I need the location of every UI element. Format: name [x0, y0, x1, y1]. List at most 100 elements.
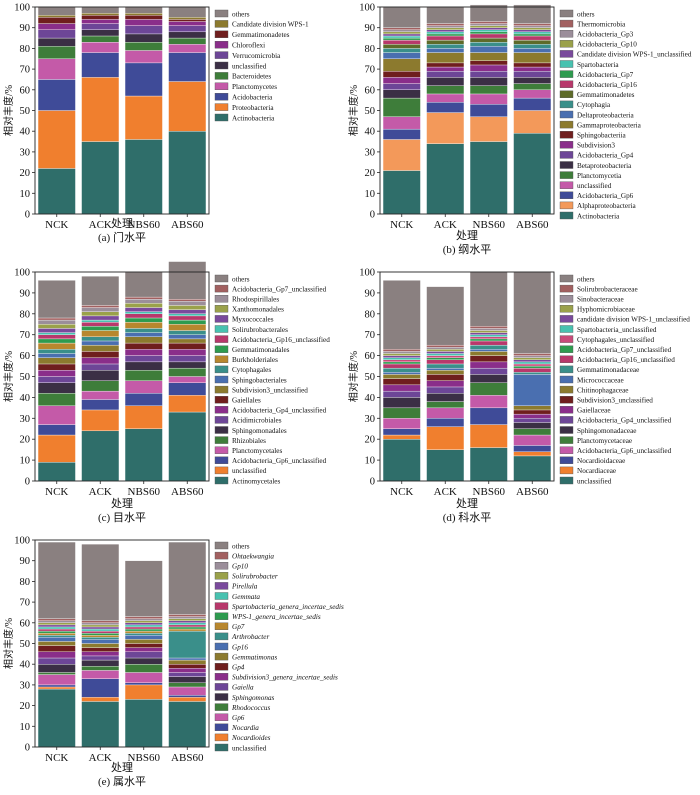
bar-segment-nbs60-verrucomicrobia [124, 25, 163, 35]
bar-segment-abs60-candidate-division-wps-1-unclassified [513, 29, 552, 33]
y-tick-label: 80 [20, 309, 31, 320]
y-tick-label: 90 [20, 23, 31, 34]
legend-label: Acidobacteria [232, 94, 273, 102]
y-tick-label: 80 [365, 44, 376, 55]
bar-segment-nbs60-spartobacteria-genera-incertae-sedis [124, 626, 163, 630]
bar-segment-nbs60-gp4 [124, 643, 163, 648]
legend-label: others [232, 275, 250, 283]
legend-label: Proteobacteria [232, 104, 274, 112]
x-tick-label: ABS60 [516, 219, 549, 231]
bar-segment-ack-sphingobacteriales [81, 340, 120, 346]
bar-segment-nbs60-nocardiaceae [469, 424, 508, 448]
bar-segment-ack-nocardia [81, 678, 120, 698]
bar-segment-abs60-thermomicrobia [513, 23, 552, 26]
bars [382, 271, 552, 482]
chart-panel-4: 0 10 20 30 40 50 60 70 80 90 100 NCK ACK NBS60 ABS60 处理… [347, 268, 690, 525]
y-tick-label: 60 [365, 351, 376, 362]
bar-segment-ack-burkholderiales [81, 330, 120, 337]
legend-swatch [559, 50, 574, 58]
bar-segment-nck-alphaproteobacteria [382, 139, 421, 171]
bar-segment-abs60-acidobacteria [168, 52, 207, 82]
legend-label: Myxococcales [232, 316, 274, 324]
x-tick-label: NBS60 [128, 752, 161, 764]
bar-segment-nbs60-gemmatimonadetes [124, 15, 163, 20]
bar-segment-nck-nocardioides [37, 686, 76, 690]
bar-segment-ack-others [81, 276, 120, 306]
legend-swatch [559, 100, 574, 109]
bar-segment-abs60-candidate-division-wps-1 [168, 17, 207, 20]
legend-swatch [214, 476, 229, 485]
bar-segment-ack-actinobacteria [426, 143, 465, 215]
legend-label: Acidobacteria_Gp16_unclassified [232, 336, 330, 344]
legend-swatch [214, 436, 229, 444]
bar-segment-abs60-acidobacteria-gp4-unclassified [513, 418, 552, 423]
bar-segment-nbs60-others [124, 271, 163, 298]
bar-segment-abs60-nocardioides [168, 697, 207, 702]
bar-segment-ack-nocardiaceae [426, 426, 465, 450]
bar-segment-nbs60-chitinophagaceae [469, 351, 508, 356]
bar-segment-ack-gaiellales [81, 351, 120, 358]
legend-swatch [559, 466, 574, 475]
legend-swatch [559, 90, 574, 99]
bar-segment-nck-solirubrobacterales [37, 332, 76, 335]
bar-segment-nck-nocardiaceae [382, 434, 421, 440]
legend-swatch [559, 375, 574, 384]
bar-segment-abs60-spartobacteria-genera-incertae-sedis [168, 624, 207, 628]
bar-segment-abs60-gemmatimonadales [168, 319, 207, 325]
bar-segment-nck-proteobacteria [37, 110, 76, 169]
bar-segment-nbs60-subdivision3-unclassified [469, 355, 508, 363]
bar-segment-abs60-gemmatimonas [168, 659, 207, 665]
bar-segment-nbs60-gemmata [124, 624, 163, 628]
bar-segment-nck-others [37, 280, 76, 319]
bar-segment-nbs60-acidobacteria-gp3 [469, 23, 508, 26]
legend-swatch [559, 295, 574, 303]
legend-swatch [214, 416, 229, 424]
legend-swatch [214, 41, 229, 49]
legend-label: Sphingomonadaceae [577, 427, 636, 435]
bar-segment-nck-gemmata [37, 626, 76, 630]
y-tick-label: 20 [365, 168, 376, 179]
legend-swatch [559, 70, 574, 78]
bar-segment-nck-unclassified [382, 439, 421, 482]
bar-segment-abs60-solirubrobacteraceae [513, 353, 552, 356]
legend-label: Cytophagales_unclassified [577, 336, 654, 344]
legend-label: Gaiellales [232, 397, 261, 405]
legend-swatch [214, 446, 229, 454]
bar-segment-abs60-alphaproteobacteria [513, 110, 552, 134]
legend-swatch [214, 642, 229, 651]
bar-segment-nck-acidobacteria-gp6-unclassified [382, 418, 421, 429]
bar-segment-nck-unclassified [37, 434, 76, 463]
legend-label: Chloroflexi [232, 42, 265, 50]
bar-segment-ack-sphingobacteriia [426, 62, 465, 68]
bar-segment-nbs60-sphingobacteriia [469, 60, 508, 66]
bar-segment-nck-acidobacteria-gp16-unclassified [37, 334, 76, 340]
bar-segment-ack-solirubrobacteraceae [426, 344, 465, 348]
bar-segment-nbs60-gp6 [124, 672, 163, 684]
y-tick-label: 10 [20, 189, 31, 200]
bar-segment-ack-subdivision3-unclassified [81, 344, 120, 352]
legend-swatch [214, 622, 229, 630]
bar-segment-ack-acidobacteria-gp6-unclassified [426, 407, 465, 419]
bar-segment-nck-gemmatimonadaceae [382, 367, 421, 373]
y-tick-label: 0 [370, 210, 375, 221]
legend-swatch [214, 743, 229, 752]
legend-label: Cytophagia [577, 101, 611, 109]
bar-segment-ack-spartobacteria [426, 31, 465, 35]
y-tick-label: 70 [20, 598, 31, 609]
legend-swatch [559, 211, 574, 220]
bar-segment-abs60-others [168, 6, 207, 18]
x-axis-label: 处理 [111, 217, 133, 230]
bar-segment-nck-thermomicrobia [382, 27, 421, 30]
bar-segment-ack-acidobacteria-gp16-unclassified [81, 321, 120, 327]
bar-segment-abs60-spartobacteria-unclassified [513, 361, 552, 365]
bar-segment-nbs60-candidate-division-wps-1-unclassified [469, 27, 508, 30]
legend-swatch [214, 426, 229, 434]
bar-segment-ack-acidobacteria-gp4 [426, 70, 465, 78]
legend-swatch [214, 551, 229, 560]
legend-swatch [214, 375, 229, 384]
legend-swatch [214, 396, 229, 404]
bar-segment-abs60-sinobacteraceae [513, 355, 552, 358]
legend-label: Gammaproteobacteria [577, 121, 642, 129]
y-tick-label: 50 [20, 372, 31, 383]
bar-segment-nck-gaiellales [37, 363, 76, 371]
